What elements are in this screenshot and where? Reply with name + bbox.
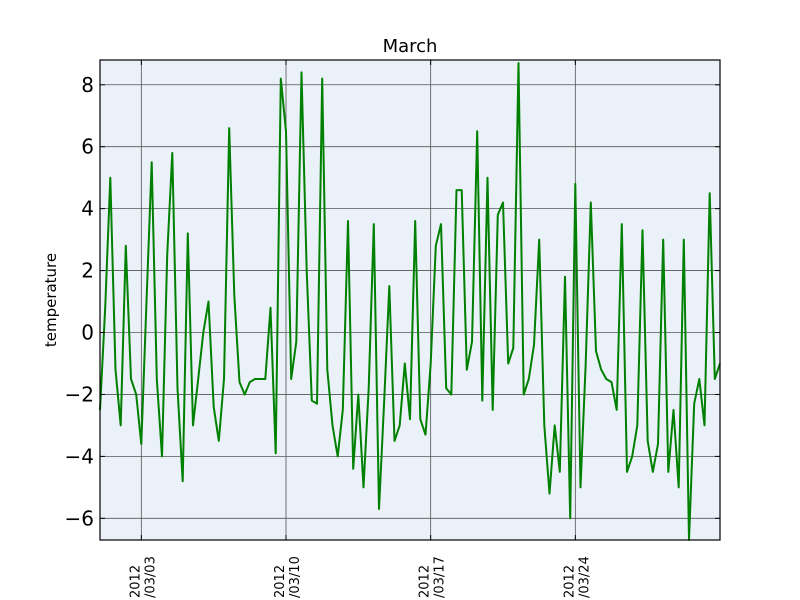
x-tick-label-date: /03/10: [288, 556, 303, 598]
y-axis: −6 −4 −2 0 2 4 6 8: [65, 73, 720, 530]
x-tick-label: 2012/03/10: [273, 556, 303, 598]
y-tick-label: 4: [81, 197, 94, 221]
x-tick-label-date: /03/03: [143, 556, 158, 598]
x-tick-label: 2012/03/17: [418, 556, 448, 598]
chart-title: March: [383, 36, 438, 57]
x-tick-label-year: 2012: [273, 565, 288, 598]
x-tick-label-year: 2012: [128, 565, 143, 598]
series-layer: [99, 62, 721, 541]
x-axis: 2012/03/03 2012/03/10 2012/03/17 2012/03/24: [128, 60, 592, 598]
x-tick-label: 2012/03/03: [128, 556, 158, 598]
plot-frame: [99, 59, 721, 541]
y-tick-label: 6: [81, 135, 94, 159]
y-tick-label: 0: [81, 321, 94, 345]
y-axis-title: temperature: [42, 253, 60, 347]
x-tick-label-year: 2012: [418, 565, 433, 598]
plot-background: [100, 60, 720, 540]
x-tick-label-year: 2012: [562, 565, 577, 598]
x-tick-label-date: /03/17: [433, 556, 448, 598]
y-tick-label: 2: [81, 259, 94, 283]
x-tick-label-date: /03/24: [577, 556, 592, 598]
x-tick-label: 2012/03/24: [562, 556, 592, 598]
y-tick-label: −2: [65, 382, 94, 406]
y-tick-label: 8: [81, 73, 94, 97]
y-tick-label: −4: [65, 444, 94, 468]
y-tick-label: −6: [65, 506, 94, 530]
series-line: [99, 62, 721, 541]
